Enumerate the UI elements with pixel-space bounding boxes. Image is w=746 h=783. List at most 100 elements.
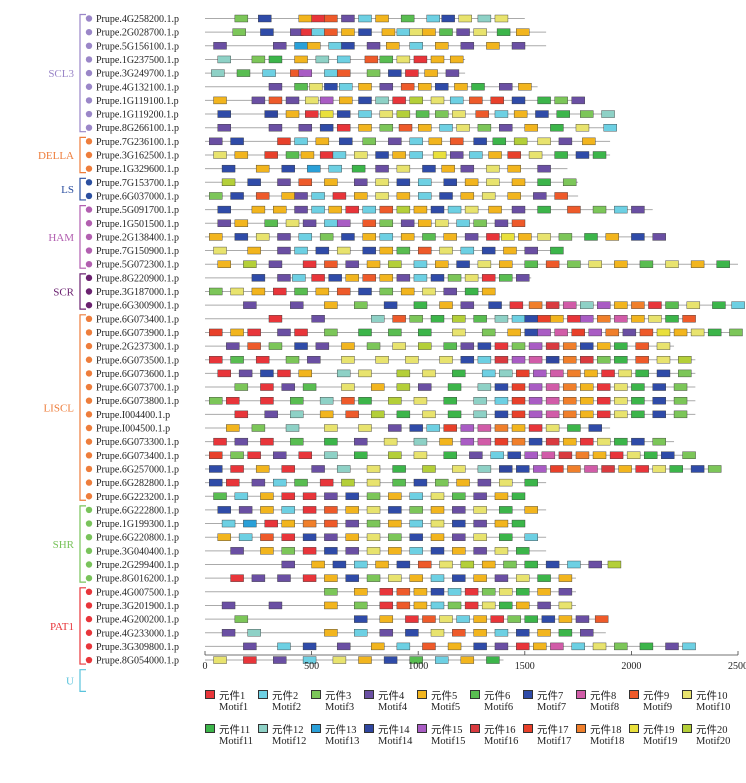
motif-box — [226, 478, 240, 487]
motif-box — [375, 96, 389, 105]
motif-box — [473, 492, 487, 500]
gene-label: Prupe.6G282800.1.p — [96, 478, 179, 489]
motif-box — [486, 178, 500, 187]
motif-box — [290, 410, 304, 419]
motif-box — [554, 192, 568, 200]
motif-box — [221, 629, 236, 637]
gene-label: Prupe.I004500.1.p — [96, 424, 170, 435]
motif-box — [643, 451, 658, 459]
motif-box — [221, 178, 236, 187]
motif-box — [379, 588, 394, 596]
motif-box — [281, 533, 295, 541]
motif-box — [319, 123, 334, 132]
motif-box — [388, 451, 402, 459]
motif-box — [473, 137, 487, 146]
gene-dot — [85, 124, 93, 131]
motif-box — [383, 656, 398, 664]
motif-box — [580, 629, 594, 637]
motif-box — [358, 123, 372, 132]
motif-box — [430, 315, 445, 323]
motif-box — [524, 328, 538, 337]
legend-item: 元件8 Motif8 — [576, 688, 630, 722]
motif-box — [528, 424, 543, 432]
legend-label-cn: 元件18 — [590, 725, 622, 736]
axis-tick-label: 2500 — [728, 661, 746, 672]
motif-box — [396, 588, 411, 596]
motif-box — [441, 164, 455, 173]
motif-box — [366, 519, 381, 528]
motif-box — [471, 83, 485, 91]
gene-dot — [85, 165, 93, 172]
gene-dot — [85, 534, 93, 541]
motif-box — [388, 260, 402, 268]
motif-box — [243, 519, 257, 528]
legend-label-cn: 元件1 — [219, 691, 246, 702]
motif-box — [494, 410, 509, 419]
motif-box — [328, 205, 342, 214]
motif-box — [381, 28, 396, 36]
motif-box — [452, 492, 466, 500]
motif-box — [221, 519, 236, 528]
motif-box — [439, 246, 453, 255]
motif-box — [375, 151, 389, 159]
motif-box — [580, 383, 594, 391]
motif-box — [409, 519, 423, 528]
motif-box — [366, 533, 381, 541]
motif-box — [473, 574, 487, 582]
motif-box — [511, 219, 526, 227]
motif-box — [362, 219, 376, 227]
motif-box — [473, 615, 487, 623]
motif-box — [324, 492, 338, 500]
motif-box — [494, 342, 509, 350]
gene-dot — [85, 151, 93, 159]
motif-box — [494, 110, 509, 118]
gene-label: Prupe.1G199300.1.p — [96, 519, 179, 530]
motif-box — [277, 642, 291, 651]
gene-dot — [85, 28, 93, 36]
motif-box — [336, 642, 351, 651]
gene-dot — [85, 479, 93, 486]
gene-dot — [85, 247, 93, 254]
motif-box — [473, 219, 487, 227]
legend-label-cn: 元件14 — [378, 725, 410, 736]
motif-box — [452, 629, 466, 637]
motif-box — [580, 437, 594, 446]
motif-box — [511, 492, 526, 500]
motif-box — [409, 42, 423, 50]
motif-box — [358, 28, 372, 36]
group-bracket — [79, 669, 86, 692]
motif-box — [490, 451, 504, 459]
motif-box — [558, 233, 573, 241]
motif-box — [371, 383, 385, 391]
motif-box — [558, 601, 573, 610]
motif-box — [460, 437, 475, 446]
motif-box — [281, 465, 295, 473]
motif-box — [324, 547, 338, 555]
legend-label-cn: 元件20 — [696, 725, 728, 736]
gene-dot — [85, 97, 93, 104]
motif-box — [247, 178, 261, 187]
motif-box — [716, 260, 730, 268]
motif-box — [601, 369, 615, 378]
gene-dot — [85, 656, 93, 664]
gene-label: Prupe.6G073500.1.p — [96, 355, 179, 366]
motif-box — [217, 219, 231, 227]
motif-box — [311, 315, 325, 323]
motif-box — [580, 301, 594, 309]
motif-box — [354, 437, 368, 446]
gene-label: Prupe.4G007500.1.p — [96, 587, 179, 598]
motif-box — [464, 178, 479, 187]
motif-box — [499, 83, 513, 91]
legend-label-cn: 元件6 — [484, 691, 511, 702]
motif-box — [571, 96, 585, 105]
motif-box — [375, 192, 389, 200]
motif-box — [614, 642, 628, 651]
motif-tracks — [205, 14, 745, 664]
motif-box — [452, 533, 466, 541]
gene-dot — [85, 42, 93, 49]
motif-box — [358, 369, 372, 378]
motif-box — [243, 656, 257, 664]
motif-box — [499, 465, 513, 473]
motif-box — [430, 601, 445, 610]
